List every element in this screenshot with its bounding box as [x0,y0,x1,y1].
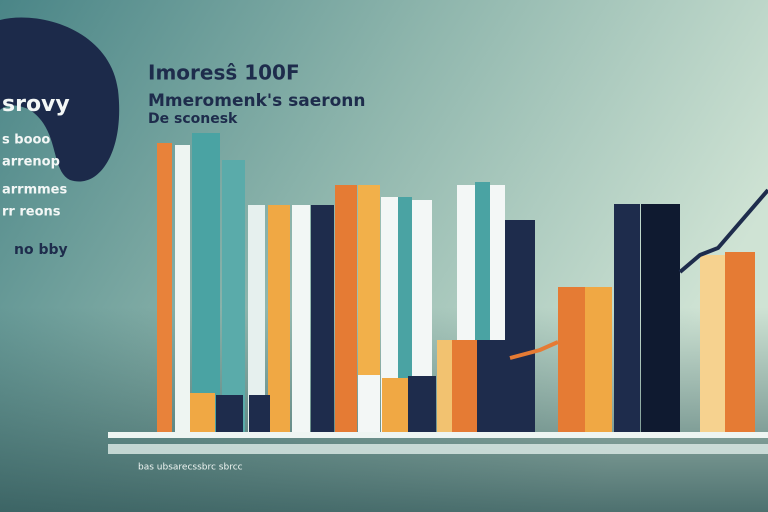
side-heading: srovy [2,92,70,117]
side-footer: no bby [14,242,68,258]
axis-strip [108,432,768,438]
title: Imoresŝ 100F [148,61,300,85]
side-line: s booo [2,133,50,148]
bars [157,133,755,432]
subtitle: Mmeromenk's saeronn [148,91,366,111]
trend-line [678,188,768,274]
footer: bas ubsarecssbrc sbrcc [138,463,243,473]
side-line: rr reons [2,205,61,220]
axis-strip-2 [108,444,768,454]
side-line: arrenop [2,155,60,170]
blob [0,17,120,182]
trend-line-short [509,340,559,360]
note: De sconesk [148,111,238,127]
side-line: arrmmes [2,183,68,198]
